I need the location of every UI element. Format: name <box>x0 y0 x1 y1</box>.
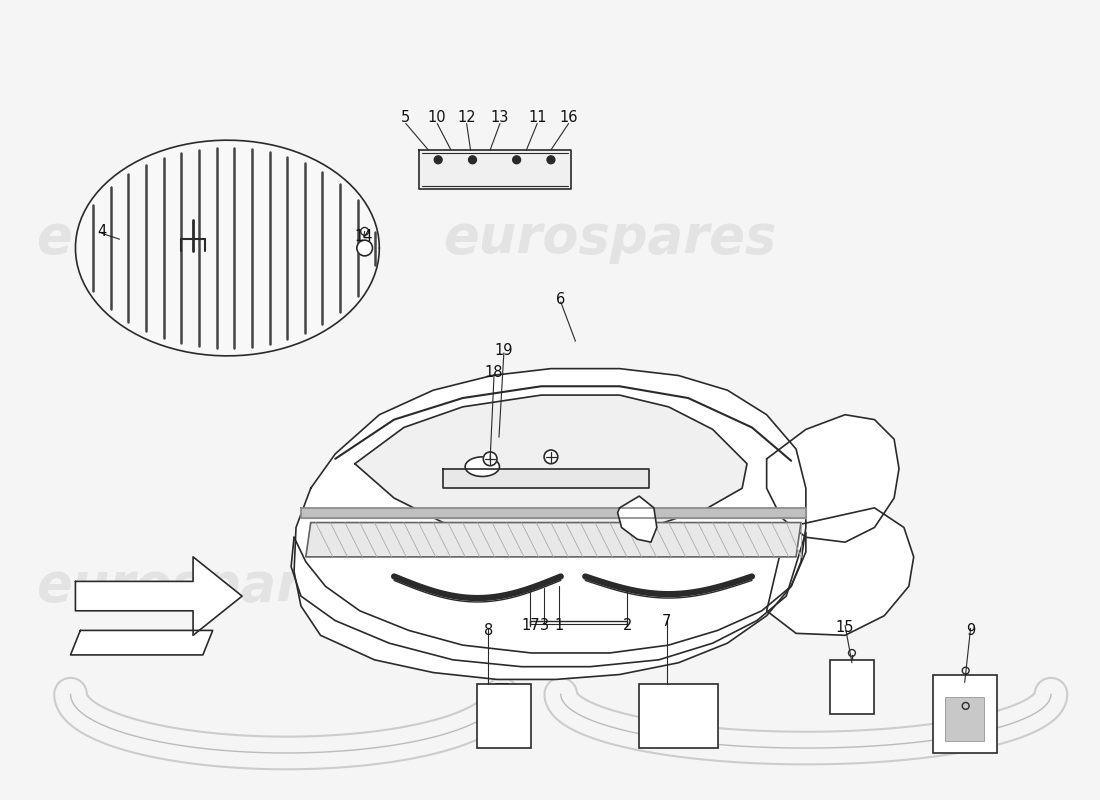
Polygon shape <box>70 630 212 655</box>
Text: 8: 8 <box>484 623 493 638</box>
Circle shape <box>544 450 558 464</box>
Bar <box>639 684 717 748</box>
Circle shape <box>513 156 520 164</box>
Polygon shape <box>301 508 806 518</box>
Text: 13: 13 <box>491 110 509 125</box>
Text: 9: 9 <box>966 623 976 638</box>
Text: 12: 12 <box>458 110 476 125</box>
Text: 1: 1 <box>554 618 563 633</box>
Text: 16: 16 <box>559 110 578 125</box>
Text: 6: 6 <box>557 293 565 307</box>
Polygon shape <box>443 469 649 488</box>
Text: 4: 4 <box>97 224 107 239</box>
Text: 5: 5 <box>402 110 410 125</box>
Bar <box>477 684 531 748</box>
Text: 2: 2 <box>623 618 632 633</box>
Text: 7: 7 <box>662 614 671 629</box>
Text: 10: 10 <box>428 110 447 125</box>
Polygon shape <box>419 150 571 189</box>
Text: 18: 18 <box>485 365 504 380</box>
Circle shape <box>356 240 373 256</box>
Bar <box>945 697 984 742</box>
Text: eurospares: eurospares <box>443 212 777 264</box>
Bar <box>933 674 997 753</box>
Text: eurospares: eurospares <box>443 560 777 612</box>
Polygon shape <box>294 369 806 679</box>
Polygon shape <box>767 414 899 542</box>
Ellipse shape <box>465 457 499 477</box>
Text: 15: 15 <box>836 620 855 635</box>
Circle shape <box>483 452 497 466</box>
Text: 3: 3 <box>539 618 549 633</box>
Text: eurospares: eurospares <box>36 212 370 264</box>
Circle shape <box>547 156 554 164</box>
Polygon shape <box>767 508 914 635</box>
Text: eurospares: eurospares <box>36 560 370 612</box>
Bar <box>830 660 874 714</box>
Circle shape <box>469 156 476 164</box>
Polygon shape <box>76 557 242 635</box>
Polygon shape <box>306 522 801 557</box>
Text: 11: 11 <box>528 110 547 125</box>
Polygon shape <box>76 140 380 356</box>
Text: 17: 17 <box>521 618 540 633</box>
Polygon shape <box>292 532 806 666</box>
Circle shape <box>434 156 442 164</box>
Text: 14: 14 <box>354 229 373 244</box>
Circle shape <box>361 227 368 235</box>
Polygon shape <box>617 496 657 542</box>
Text: 19: 19 <box>495 343 513 358</box>
Polygon shape <box>355 395 747 535</box>
